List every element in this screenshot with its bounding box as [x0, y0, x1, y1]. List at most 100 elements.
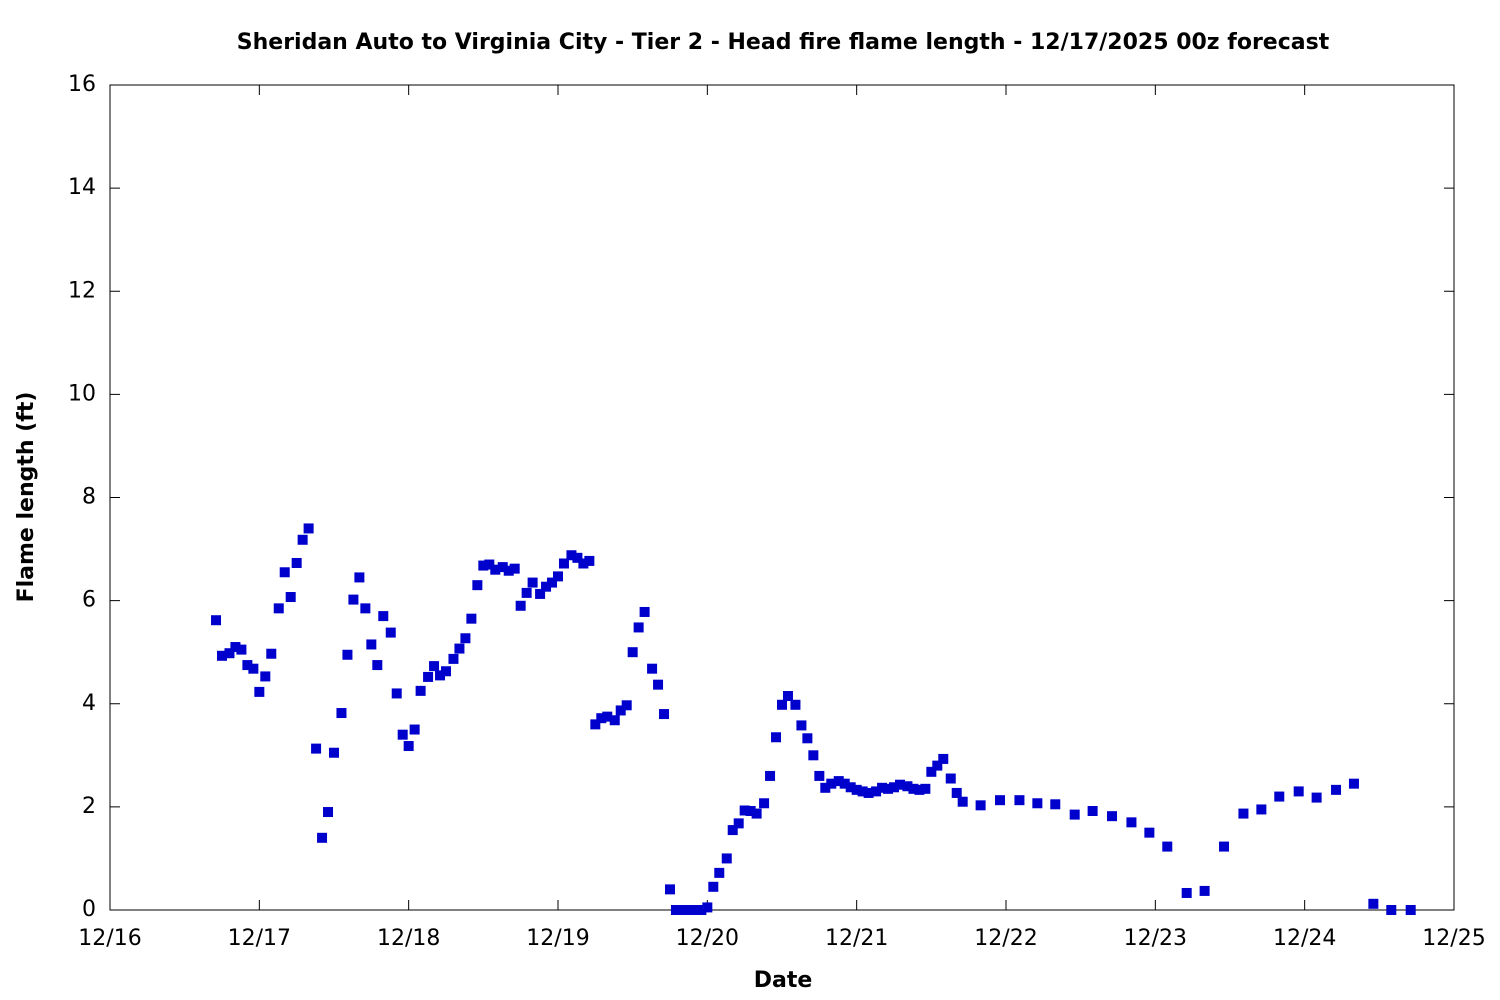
data-point — [777, 699, 787, 710]
data-point — [639, 606, 650, 617]
data-point — [851, 784, 862, 795]
data-point — [871, 786, 882, 797]
data-point — [460, 633, 471, 644]
data-point — [1050, 799, 1061, 810]
x-tick-label: 12/16 — [78, 926, 141, 951]
y-tick-label: 2 — [82, 794, 96, 819]
y-tick-label: 16 — [68, 72, 96, 97]
chart-title: Sheridan Auto to Virginia City - Tier 2 … — [237, 30, 1330, 55]
data-point — [808, 750, 819, 761]
data-point — [833, 776, 844, 787]
data-point — [1238, 808, 1249, 819]
data-point — [515, 600, 526, 611]
data-point — [975, 800, 986, 811]
data-point — [1405, 905, 1416, 915]
data-point — [688, 905, 699, 915]
data-point — [260, 671, 271, 682]
data-point — [397, 729, 408, 740]
data-point — [908, 783, 919, 794]
x-tick-label: 12/20 — [676, 926, 739, 951]
data-point — [1219, 841, 1230, 852]
data-point — [478, 560, 489, 571]
data-point — [1348, 778, 1359, 789]
data-point — [415, 685, 426, 696]
data-point — [360, 603, 371, 614]
data-point — [708, 881, 719, 892]
x-tick-label: 12/25 — [1422, 926, 1485, 951]
data-point — [877, 782, 888, 793]
data-point — [303, 523, 314, 534]
data-point — [739, 805, 750, 816]
data-point — [535, 588, 546, 599]
data-point — [372, 660, 383, 671]
data-point — [454, 643, 465, 654]
data-point — [826, 778, 837, 789]
data-point — [665, 884, 675, 895]
data-point — [1069, 809, 1080, 820]
data-point — [1386, 905, 1397, 915]
data-point — [945, 773, 956, 784]
data-point — [342, 649, 353, 660]
data-point — [572, 552, 583, 563]
y-tick-label: 10 — [68, 381, 96, 406]
y-axis-label: Flame length (ft) — [14, 392, 39, 603]
data-point — [914, 784, 925, 795]
data-point — [484, 559, 495, 570]
data-point — [1087, 806, 1098, 816]
data-point — [348, 594, 359, 605]
data-point — [311, 743, 322, 754]
data-point — [403, 741, 414, 752]
data-point — [354, 572, 365, 583]
x-tick-label: 12/22 — [974, 926, 1037, 951]
data-point — [423, 671, 434, 682]
data-point — [541, 581, 552, 592]
data-point — [721, 853, 732, 864]
data-point — [702, 902, 713, 913]
data-point — [366, 639, 377, 650]
data-point — [1162, 841, 1173, 852]
data-point — [336, 708, 347, 719]
data-point — [771, 732, 782, 743]
data-point — [714, 867, 725, 878]
y-tick-label: 12 — [68, 278, 96, 303]
data-point — [527, 577, 538, 588]
data-point — [932, 760, 943, 771]
data-point — [1256, 804, 1267, 815]
x-axis-label: Date — [754, 968, 813, 993]
data-point — [615, 705, 626, 716]
data-point — [472, 580, 483, 591]
data-point — [1107, 811, 1118, 822]
y-tick-label: 6 — [82, 588, 96, 613]
data-point — [609, 715, 620, 726]
data-point — [653, 679, 664, 690]
data-point — [317, 832, 328, 843]
data-point — [676, 905, 687, 915]
y-tick-label: 4 — [82, 691, 96, 716]
data-point — [596, 713, 607, 724]
data-point — [497, 562, 508, 573]
data-point — [553, 571, 563, 582]
data-point — [285, 592, 296, 603]
y-tick-label: 0 — [82, 897, 96, 922]
data-point — [323, 807, 334, 818]
data-point — [503, 565, 514, 576]
x-tick-label: 12/18 — [377, 926, 440, 951]
data-point — [845, 782, 856, 793]
data-point — [224, 648, 235, 659]
x-tick-label: 12/19 — [526, 926, 589, 951]
x-tick-label: 12/24 — [1273, 926, 1336, 951]
data-point — [902, 781, 913, 792]
data-point — [279, 567, 290, 578]
data-point — [920, 783, 931, 794]
data-point — [236, 644, 247, 655]
data-point — [248, 663, 259, 674]
data-point — [1181, 887, 1192, 898]
x-tick-label: 12/17 — [228, 926, 291, 951]
data-point — [820, 782, 831, 793]
data-point — [378, 611, 389, 622]
data-point — [547, 577, 558, 588]
data-point — [578, 558, 589, 569]
data-point — [765, 770, 776, 781]
data-point — [621, 700, 632, 711]
